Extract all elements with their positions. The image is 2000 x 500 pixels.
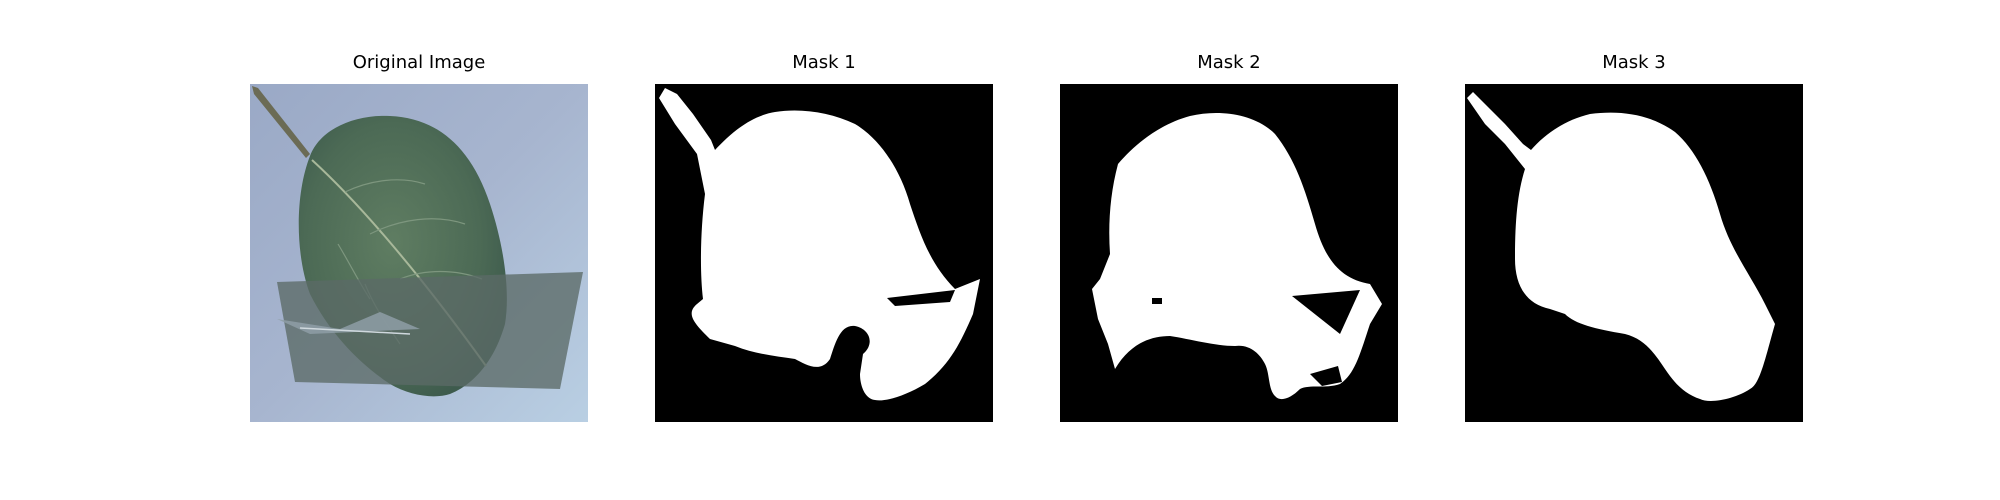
mask-3-image [1465, 84, 1803, 422]
original-leaf-image [250, 84, 588, 422]
mask-2-image [1060, 84, 1398, 422]
panel-title: Mask 1 [792, 52, 856, 73]
panel-title: Mask 2 [1197, 52, 1261, 73]
panel-title: Original Image [352, 52, 486, 73]
mask-1-image [655, 84, 993, 422]
panel-title: Mask 3 [1602, 52, 1666, 73]
